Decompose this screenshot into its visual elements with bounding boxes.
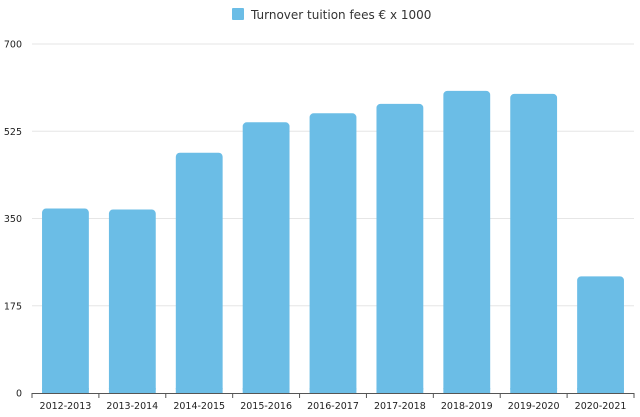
bar-2020-2021 (577, 276, 624, 393)
legend-swatch (232, 8, 244, 20)
legend-label: Turnover tuition fees € x 1000 (250, 8, 431, 22)
bar-base (108, 388, 156, 393)
bar-base (309, 388, 357, 393)
x-tick-label: 2013-2014 (106, 401, 158, 412)
x-tick-label: 2015-2016 (240, 401, 292, 412)
y-tick-label: 700 (4, 40, 22, 51)
bar-2015-2016 (242, 122, 290, 394)
bar-base (175, 388, 223, 393)
y-tick-label: 350 (4, 214, 22, 225)
x-axis-tick-labels: 2012-2013 2013-2014 2014-2015 2015-2016 2016… (40, 401, 627, 412)
legend: Turnover tuition fees € x 1000 (232, 8, 431, 22)
x-tick-label: 2014-2015 (173, 401, 225, 412)
x-axis (31, 393, 635, 398)
bar-base (376, 388, 424, 393)
bar-base (577, 388, 624, 393)
bar-2013-2014 (108, 209, 156, 393)
x-tick-label: 2017-2018 (374, 401, 426, 412)
bar-base (510, 388, 558, 393)
bar-base (42, 388, 89, 393)
bar-2016-2017 (309, 113, 357, 394)
x-tick-label: 2020-2021 (575, 401, 627, 412)
x-tick-label: 2012-2013 (40, 401, 92, 412)
bars (42, 90, 624, 394)
bar-base (443, 388, 491, 393)
y-tick-label: 175 (4, 301, 22, 312)
bar-2018-2019 (443, 90, 491, 393)
bar-2019-2020 (510, 93, 558, 393)
x-tick-label: 2016-2017 (307, 401, 359, 412)
y-axis-tick-labels: 0 175 350 525 700 (4, 40, 22, 400)
y-tick-label: 525 (4, 127, 22, 138)
x-tick-label: 2019-2020 (508, 401, 560, 412)
y-tick-label: 0 (16, 389, 22, 400)
bar-base (242, 388, 290, 393)
bar-2017-2018 (376, 103, 424, 393)
x-tick-label: 2018-2019 (441, 401, 493, 412)
bar-2014-2015 (175, 152, 223, 393)
bar-2012-2013 (42, 208, 89, 393)
